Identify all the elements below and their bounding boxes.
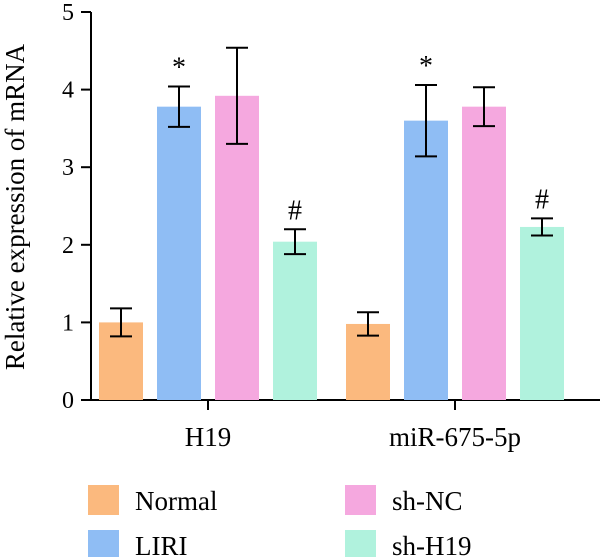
error-bars-layer — [110, 46, 553, 338]
y-tick-label: 1 — [62, 310, 74, 336]
legend-swatch — [88, 530, 119, 557]
legend-swatch — [345, 485, 376, 515]
x-tick-label: miR-675-5p — [389, 422, 521, 452]
axes-layer: 0 1 2 3 4 5 H19 miR-675-5p — [62, 0, 600, 452]
annotations-layer: * * # # — [172, 51, 549, 226]
y-tick-label: 4 — [62, 78, 74, 104]
bar-liri-0 — [157, 106, 201, 400]
y-tick-label: 0 — [62, 388, 74, 414]
legend-label: LIRI — [135, 531, 187, 557]
legend-label: Normal — [135, 486, 217, 516]
bar-sh-nc-0 — [215, 95, 259, 401]
y-axis-title: Relative expression of mRNA — [0, 43, 30, 370]
significance-label: * — [172, 52, 186, 83]
bar-sh-nc-1 — [462, 106, 506, 400]
significance-label: * — [419, 51, 433, 82]
bar-liri-1 — [404, 120, 448, 400]
legend: Normal LIRI sh-NC sh-H19 — [88, 485, 472, 557]
y-tick-label: 5 — [62, 0, 74, 26]
bar-sh-h19-1 — [520, 226, 564, 400]
bar-sh-h19-0 — [273, 241, 317, 400]
bar-normal-1 — [346, 323, 390, 400]
legend-swatch — [345, 530, 376, 557]
significance-label: # — [535, 184, 549, 215]
significance-label: # — [288, 195, 302, 226]
legend-label: sh-NC — [392, 486, 463, 516]
y-tick-label: 3 — [62, 155, 74, 181]
legend-swatch — [88, 485, 119, 515]
bars-layer — [99, 95, 564, 401]
x-tick-label: H19 — [185, 422, 232, 452]
legend-label: sh-H19 — [392, 531, 472, 557]
y-tick-label: 2 — [62, 233, 74, 259]
